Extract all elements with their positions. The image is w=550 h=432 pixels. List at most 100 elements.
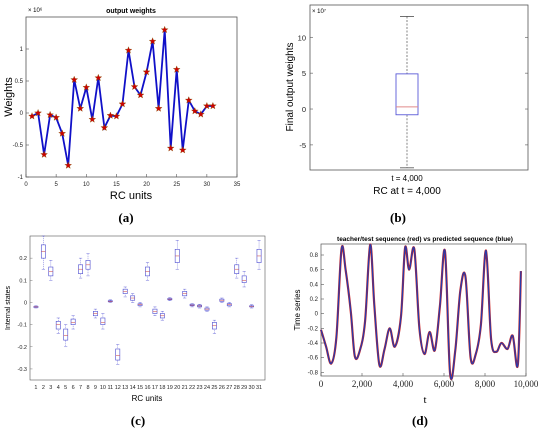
panel-c-xtick-label: 20	[174, 385, 180, 391]
panel-a-weight-marker	[28, 112, 36, 120]
panel-a-weight-marker	[190, 107, 199, 115]
panel-a-plot-frame	[25, 16, 238, 178]
panel-c-xtick-label: 6	[72, 385, 75, 391]
panel-a-ytick-label: 0.5	[15, 79, 24, 85]
panel-a-weight-marker	[100, 123, 109, 131]
panel-d-ylabel: Time series	[293, 289, 302, 330]
panel-c-xtick-label: 31	[256, 385, 262, 391]
panel-c-xtick-label: 25	[211, 385, 217, 391]
panel-a-weight-marker	[70, 75, 79, 83]
panel-b-box	[395, 73, 419, 116]
panel-c-box	[115, 348, 121, 361]
panel-d-ytick-label: 0.2	[310, 297, 319, 303]
panel-d-xlabel: t	[423, 394, 426, 406]
panel-c-xtick-label: 23	[196, 385, 202, 391]
panel-a-weight-marker	[166, 144, 175, 152]
panel-c-xtick-label: 27	[226, 385, 232, 391]
panel-a-xtick-label: 5	[54, 182, 58, 188]
panel-a-weight-marker	[46, 110, 54, 119]
panel-a-weight-marker	[112, 112, 121, 120]
panel-c-xtick-label: 21	[182, 385, 188, 391]
panel-c-xlabel: RC units	[132, 394, 163, 403]
panel-c-box	[100, 317, 106, 325]
panel-c-xtick-label: 11	[107, 385, 113, 391]
panel-a-weight-marker	[40, 150, 48, 158]
panel-a-xtick-label: 30	[204, 182, 211, 188]
panel-c-box	[63, 328, 69, 341]
panel-c-ylabel: Internal states	[5, 286, 12, 330]
panel-d-xtick-label: 2,000	[352, 379, 373, 389]
panel-d-ytick-label: 0.4	[310, 282, 319, 288]
panel-d-xtick-label: 0	[319, 379, 324, 389]
panel-c-ytick-label: -0.3	[18, 367, 27, 373]
panel-d-xtick-label: 10,000	[514, 379, 539, 389]
panel-c-xtick-label: 22	[189, 385, 195, 391]
panel-a-xtick-label: 0	[24, 182, 28, 188]
panel-d-xtick-label: 8,000	[475, 379, 496, 389]
panel-d-ytick-label: -0.6	[308, 356, 319, 362]
panel-a-weight-marker	[106, 111, 115, 119]
panel-b-ytick-label: -5	[299, 141, 306, 150]
panel-a-ylabel: Weights	[3, 77, 15, 117]
panel-c-xtick-label: 28	[234, 385, 240, 391]
panel-c-xtick-label: 18	[159, 385, 165, 391]
panel-b-category-label: t = 4,000	[391, 174, 423, 183]
panel-c-xtick-label: 8	[86, 385, 89, 391]
panel-a-weight-marker	[209, 101, 217, 110]
panel-a-weight-marker	[148, 37, 157, 45]
panel-a-weight-marker	[124, 46, 133, 54]
panel-c-xtick-label: 10	[100, 385, 106, 391]
panel-c-ytick-label: 0.1	[19, 278, 27, 284]
panel-a-weight-marker	[34, 108, 42, 117]
panel-c-xtick-label: 1	[34, 385, 37, 391]
panel-d-plot-frame	[320, 243, 527, 377]
panel-c-internal-states-chart: Internal states RC units -0.3 -0.2 -0.1 0 0.…	[5, 235, 266, 428]
panel-c-xtick-label: 17	[152, 385, 158, 391]
panel-b-ytick-label: 0	[302, 105, 306, 114]
panel-c-label: (c)	[131, 413, 145, 428]
panel-a-xtick-label: 35	[234, 182, 241, 188]
panel-a-weight-marker	[154, 104, 163, 112]
panel-b-ytick-label: 10	[298, 33, 306, 42]
panel-a-weight-marker	[142, 67, 151, 76]
panel-c-xtick-label: 19	[167, 385, 173, 391]
panel-d-xtick-label: 4,000	[393, 379, 414, 389]
panel-a-weight-marker	[196, 110, 205, 118]
panel-d-ytick-label: 0.8	[310, 253, 319, 259]
panel-c-xtick-label: 30	[249, 385, 255, 391]
panel-a-weight-marker	[88, 115, 97, 123]
panel-a-ytick-label: -0.5	[13, 143, 24, 149]
panel-a-xlabel: RC units	[110, 190, 153, 202]
panel-a-weight-marker	[94, 73, 103, 82]
panel-a-output-weights-chart: output weights × 10⁶ Weights RC units 0 5…	[3, 7, 241, 225]
panel-c-xtick-label: 5	[64, 385, 67, 391]
panel-d-ytick-label: -0.4	[308, 341, 319, 347]
panel-d-label: (d)	[412, 413, 428, 428]
panel-a-weight-marker	[58, 129, 67, 137]
panel-c-xtick-label: 13	[122, 385, 128, 391]
panel-a-weight-marker	[76, 104, 85, 112]
panel-a-title: output weights	[106, 8, 156, 15]
panel-a-weight-marker	[130, 82, 139, 91]
panel-a-weight-marker	[64, 161, 73, 169]
panel-d-predicted-sequence-line	[320, 244, 522, 380]
panel-b-ylabel: Final output weights	[285, 43, 296, 132]
panel-c-xtick-label: 24	[204, 385, 210, 391]
panel-c-ytick-label: -0.2	[18, 345, 27, 351]
panel-d-xtick-label: 6,000	[434, 379, 455, 389]
panel-a-xtick-label: 10	[83, 182, 90, 188]
panel-d-ytick-label: 0	[315, 312, 319, 318]
panel-c-xtick-label: 15	[137, 385, 143, 391]
panel-c-xtick-label: 9	[94, 385, 97, 391]
panel-c-ytick-label: 0.2	[19, 256, 27, 262]
panel-c-xtick-label: 3	[49, 385, 52, 391]
panel-c-box	[70, 318, 76, 325]
panel-c-plot-frame	[29, 235, 266, 381]
panel-b-plot-frame	[309, 4, 529, 171]
panel-d-ytick-label: 0.6	[310, 268, 319, 274]
panel-a-ytick-label: 1	[20, 47, 24, 53]
panel-c-xtick-label: 16	[144, 385, 150, 391]
panel-c-xtick-label: 26	[219, 385, 225, 391]
panel-c-xtick-label: 14	[130, 385, 136, 391]
panel-d-time-series-chart: teacher/test sequence (red) vs predicted…	[293, 236, 539, 428]
